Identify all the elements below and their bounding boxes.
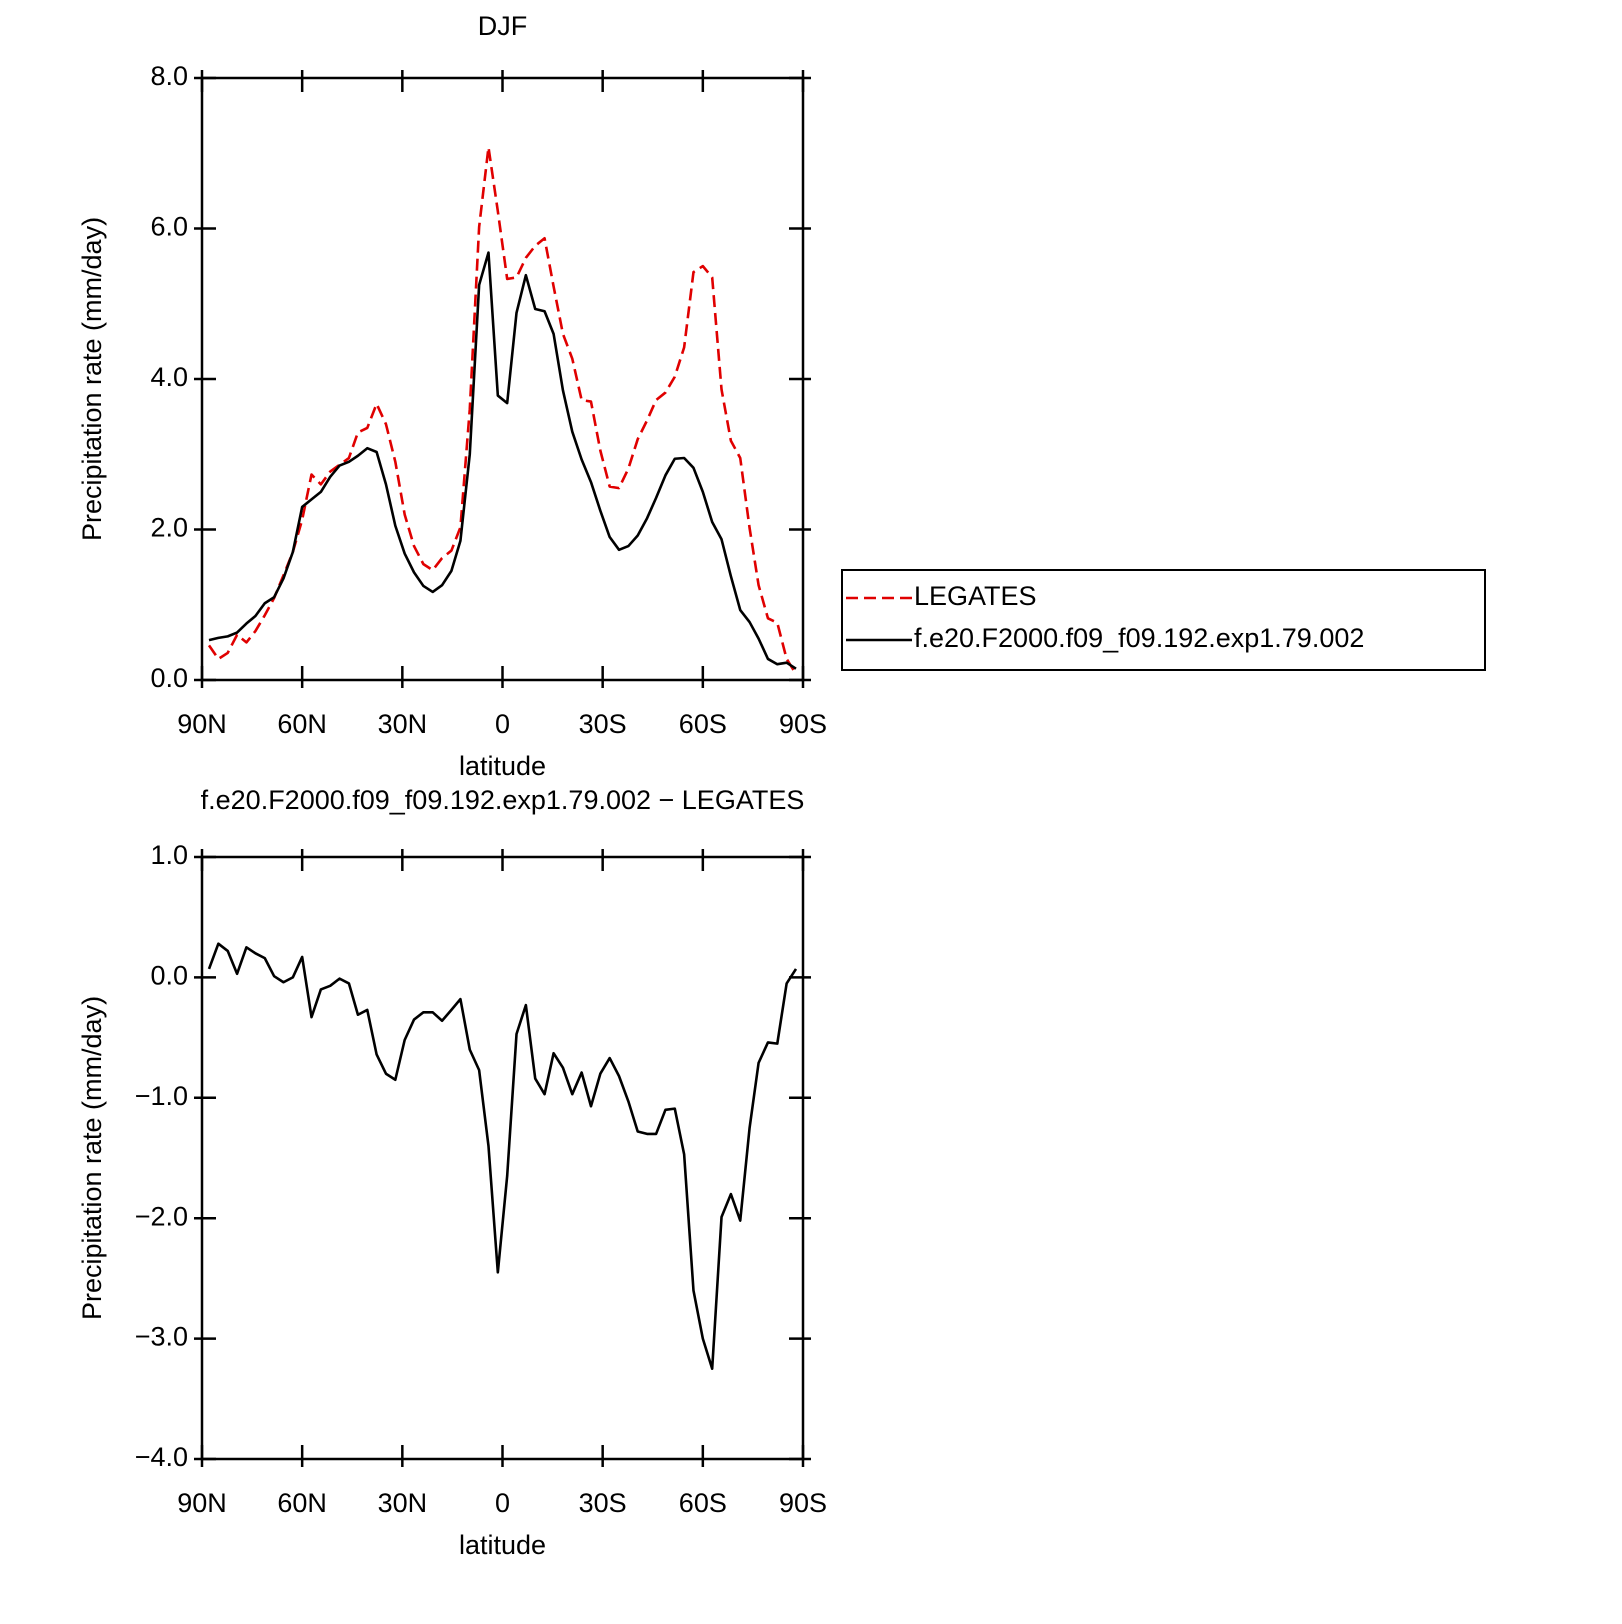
y-tick-label: 1.0 — [150, 840, 188, 870]
chart-title: DJF — [478, 11, 528, 41]
y-tick-label: −1.0 — [135, 1081, 188, 1111]
x-axis-label: latitude — [459, 1530, 546, 1560]
y-tick-label: 4.0 — [150, 362, 188, 392]
y-tick-label: −3.0 — [135, 1322, 188, 1352]
x-axis-label: latitude — [459, 751, 546, 781]
x-tick-label: 90S — [779, 709, 827, 739]
legend-label: f.e20.F2000.f09_f09.192.exp1.79.002 — [914, 623, 1364, 653]
x-tick-label: 30S — [579, 709, 627, 739]
plot-frame — [200, 76, 805, 682]
y-axis-label: Precipitation rate (mm/day) — [77, 996, 107, 1320]
x-tick-label: 60S — [679, 709, 727, 739]
x-tick-label: 0 — [495, 1488, 510, 1518]
data-line — [208, 251, 797, 670]
legend-label: LEGATES — [914, 581, 1037, 611]
y-tick-label: −2.0 — [135, 1201, 188, 1231]
x-tick-label: 0 — [495, 709, 510, 739]
chart-title: f.e20.F2000.f09_f09.192.exp1.79.002 − LE… — [201, 785, 805, 815]
y-tick-label: −4.0 — [135, 1442, 188, 1472]
x-tick-label: 90S — [779, 1488, 827, 1518]
plot-frame — [200, 855, 805, 1461]
x-tick-label: 30N — [378, 709, 428, 739]
x-tick-label: 60S — [679, 1488, 727, 1518]
data-line — [207, 942, 798, 1370]
x-tick-label: 30S — [579, 1488, 627, 1518]
y-tick-label: 2.0 — [150, 513, 188, 543]
x-tick-label: 30N — [378, 1488, 428, 1518]
y-tick-label: 0.0 — [150, 961, 188, 991]
y-tick-label: 8.0 — [150, 61, 188, 91]
y-tick-label: 0.0 — [150, 663, 188, 693]
y-axis-label: Precipitation rate (mm/day) — [77, 217, 107, 541]
data-line — [207, 145, 798, 675]
x-tick-label: 60N — [277, 709, 327, 739]
y-tick-label: 6.0 — [150, 212, 188, 242]
x-tick-label: 90N — [177, 709, 227, 739]
legend-box — [841, 569, 1486, 671]
x-tick-label: 90N — [177, 1488, 227, 1518]
x-tick-label: 60N — [277, 1488, 327, 1518]
